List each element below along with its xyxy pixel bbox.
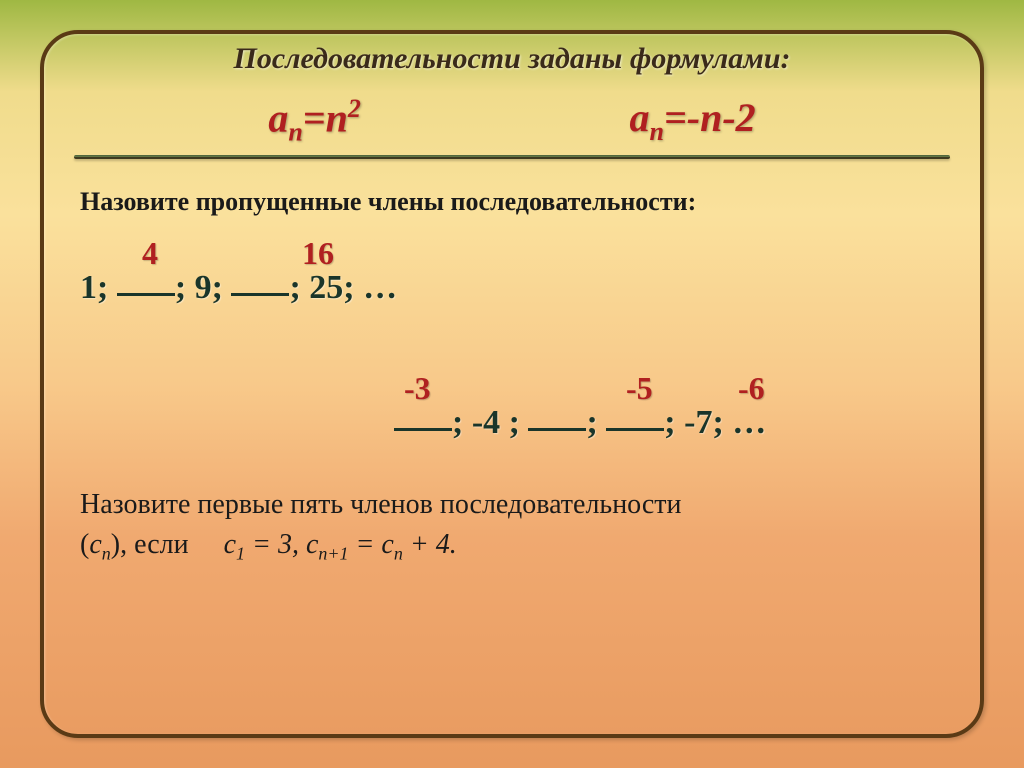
sequence-row-2: ; -4 ; ; ; -7; … — [394, 404, 766, 442]
seq-text: 1; — [80, 269, 117, 306]
blank — [117, 293, 175, 296]
answers-row-1: 4 16 — [80, 235, 944, 271]
slide-title: Последовательности заданы формулами: — [74, 42, 950, 76]
slide: Последовательности заданы формулами: an=… — [0, 0, 1024, 768]
seq-text: ; -7; … — [664, 404, 766, 441]
recurrence-problem: Назовите первые пять членов последовател… — [80, 485, 944, 566]
formula-sup: 2 — [348, 94, 361, 123]
formula-sub: n — [288, 117, 302, 146]
recur-line1: Назовите первые пять членов последовател… — [80, 489, 682, 520]
formula-eq: =n — [303, 95, 348, 140]
recur-paren: ( — [80, 529, 89, 560]
seq-text: ; -4 ; — [452, 404, 528, 441]
answer-value: -6 — [738, 370, 765, 407]
seq-text: ; 9; — [175, 269, 232, 306]
answer-value: 4 — [142, 235, 158, 272]
sequence-2: -3 -5 -6 ; -4 ; ; ; -7; … — [394, 370, 944, 450]
seq-text: ; — [586, 404, 606, 441]
recur-eq: = 3, c — [245, 529, 318, 560]
formula-base: a — [268, 95, 288, 140]
formula-2: an=-n-2 — [630, 94, 756, 147]
prompt-text: Назовите пропущенные члены последователь… — [80, 187, 950, 217]
answer-value: 16 — [302, 235, 334, 272]
sequence-1: 4 16 1; ; 9; ; 25; … — [80, 235, 944, 315]
answer-value: -5 — [626, 370, 653, 407]
recur-close: ), если — [111, 529, 189, 560]
sequence-row-1: 1; ; 9; ; 25; … — [80, 269, 397, 307]
recur-tail: + 4. — [403, 529, 457, 560]
formula-sub: n — [650, 117, 664, 146]
seq-text: ; 25; … — [289, 269, 397, 306]
blank — [606, 428, 664, 431]
recur-sub: n+1 — [318, 543, 348, 563]
formulas-row: an=n2 an=-n-2 — [74, 94, 950, 147]
formula-1: an=n2 — [268, 94, 361, 147]
content-frame: Последовательности заданы формулами: an=… — [40, 30, 984, 738]
recur-var: c — [224, 529, 236, 560]
recur-sub: n — [394, 543, 403, 563]
blank — [528, 428, 586, 431]
formula-eq: =-n-2 — [664, 95, 756, 140]
blank — [394, 428, 452, 431]
blank — [231, 293, 289, 296]
recur-var: c — [89, 529, 101, 560]
formula-base: a — [630, 95, 650, 140]
recur-sub: 1 — [236, 543, 245, 563]
divider — [74, 155, 950, 159]
answer-value: -3 — [404, 370, 431, 407]
recur-eq: = c — [349, 529, 394, 560]
answers-row-2: -3 -5 -6 — [394, 370, 944, 406]
recur-sub: n — [102, 543, 111, 563]
